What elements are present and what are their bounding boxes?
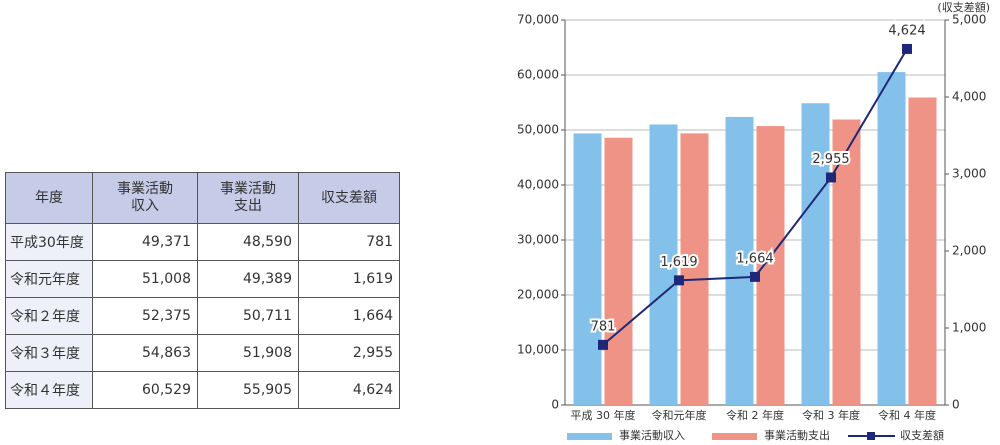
table-cell: 4,624 [298, 371, 400, 409]
table-cell: 1,619 [298, 260, 400, 298]
line-marker [598, 339, 608, 350]
data-table: 年度 事業活動 収入 事業活動 支出 収支差額 平成30年度 49,371 48,5… [5, 172, 400, 409]
line [602, 48, 908, 346]
x-tick-label: 令和元年度 [652, 408, 707, 422]
y2-tick-label: 0 [952, 398, 960, 412]
y2-tick-label: 5,000 [952, 13, 986, 27]
data-label: 781 [591, 319, 616, 334]
table-cell: 平成30年度 [5, 223, 93, 261]
table-cell: 55,905 [197, 371, 299, 409]
table-row: 平成30年度 49,371 48,590 781 [5, 223, 400, 261]
table-row: 令和元年度 51,008 49,389 1,619 [5, 260, 400, 298]
x-tick-label: 令和 3 年度 [802, 408, 860, 422]
table-cell: 51,908 [197, 334, 299, 372]
bar [725, 116, 754, 405]
table-cell: 54,863 [92, 334, 198, 372]
header-cell: 年度 [5, 172, 93, 224]
y-tick-label: 10,000 [517, 343, 559, 357]
bar [604, 137, 633, 405]
y-tick-label: 70,000 [517, 13, 559, 27]
y2-tick-label: 1,000 [952, 321, 986, 335]
bar [908, 97, 937, 406]
x-tick-label: 令和 4 年度 [878, 408, 936, 422]
y-tick-label: 40,000 [517, 178, 559, 192]
header-cell: 事業活動 支出 [197, 172, 299, 224]
legend-label: 収支差額 [900, 428, 944, 442]
legend-swatch [712, 433, 757, 440]
table-cell: 51,008 [92, 260, 198, 298]
bar [573, 133, 602, 405]
y2-tick-label: 2,000 [952, 244, 986, 258]
y-tick-label: 0 [551, 398, 559, 412]
legend-swatch [867, 432, 875, 440]
data-label: 1,664 [736, 251, 773, 266]
bar [649, 124, 678, 406]
table-body: 平成30年度 49,371 48,590 781 令和元年度 51,008 49,389 1,… [5, 223, 400, 409]
bar [877, 72, 906, 405]
y2-axis-label: (収支差額) [937, 0, 990, 14]
table-cell: 50,711 [197, 297, 299, 335]
table-cell: 48,590 [197, 223, 299, 261]
y2-tick-label: 3,000 [952, 167, 986, 181]
line-marker [674, 275, 684, 286]
bar [680, 133, 709, 405]
line-marker [750, 271, 760, 282]
table-cell: 60,529 [92, 371, 198, 409]
table-cell: 49,389 [197, 260, 299, 298]
legend-label: 事業活動支出 [764, 428, 830, 442]
legend-swatch [567, 433, 612, 440]
x-tick-label: 平成 30 年度 [571, 408, 636, 422]
y-tick-label: 30,000 [517, 233, 559, 247]
y2-tick-label: 4,000 [952, 90, 986, 104]
x-tick-label: 令和 2 年度 [726, 408, 784, 422]
table-cell: 1,664 [298, 297, 400, 335]
table-cell: 49,371 [92, 223, 198, 261]
bar [756, 126, 785, 405]
y-tick-label: 20,000 [517, 288, 559, 302]
y-tick-label: 50,000 [517, 123, 559, 137]
header-cell: 収支差額 [298, 172, 400, 224]
data-label: 4,624 [888, 23, 925, 38]
table-row: 令和４年度 60,529 55,905 4,624 [5, 371, 400, 409]
table-header: 年度 事業活動 収入 事業活動 支出 収支差額 [5, 172, 400, 224]
legend-label: 事業活動収入 [619, 428, 685, 442]
data-label: 2,955 [812, 152, 849, 167]
table-cell: 令和４年度 [5, 371, 93, 409]
line-marker [902, 43, 912, 54]
y-tick-label: 60,000 [517, 68, 559, 82]
data-label: 1,619 [660, 255, 697, 270]
line-marker [826, 172, 836, 183]
bar [801, 103, 830, 405]
table-cell: 令和２年度 [5, 297, 93, 335]
table-cell: 令和３年度 [5, 334, 93, 372]
